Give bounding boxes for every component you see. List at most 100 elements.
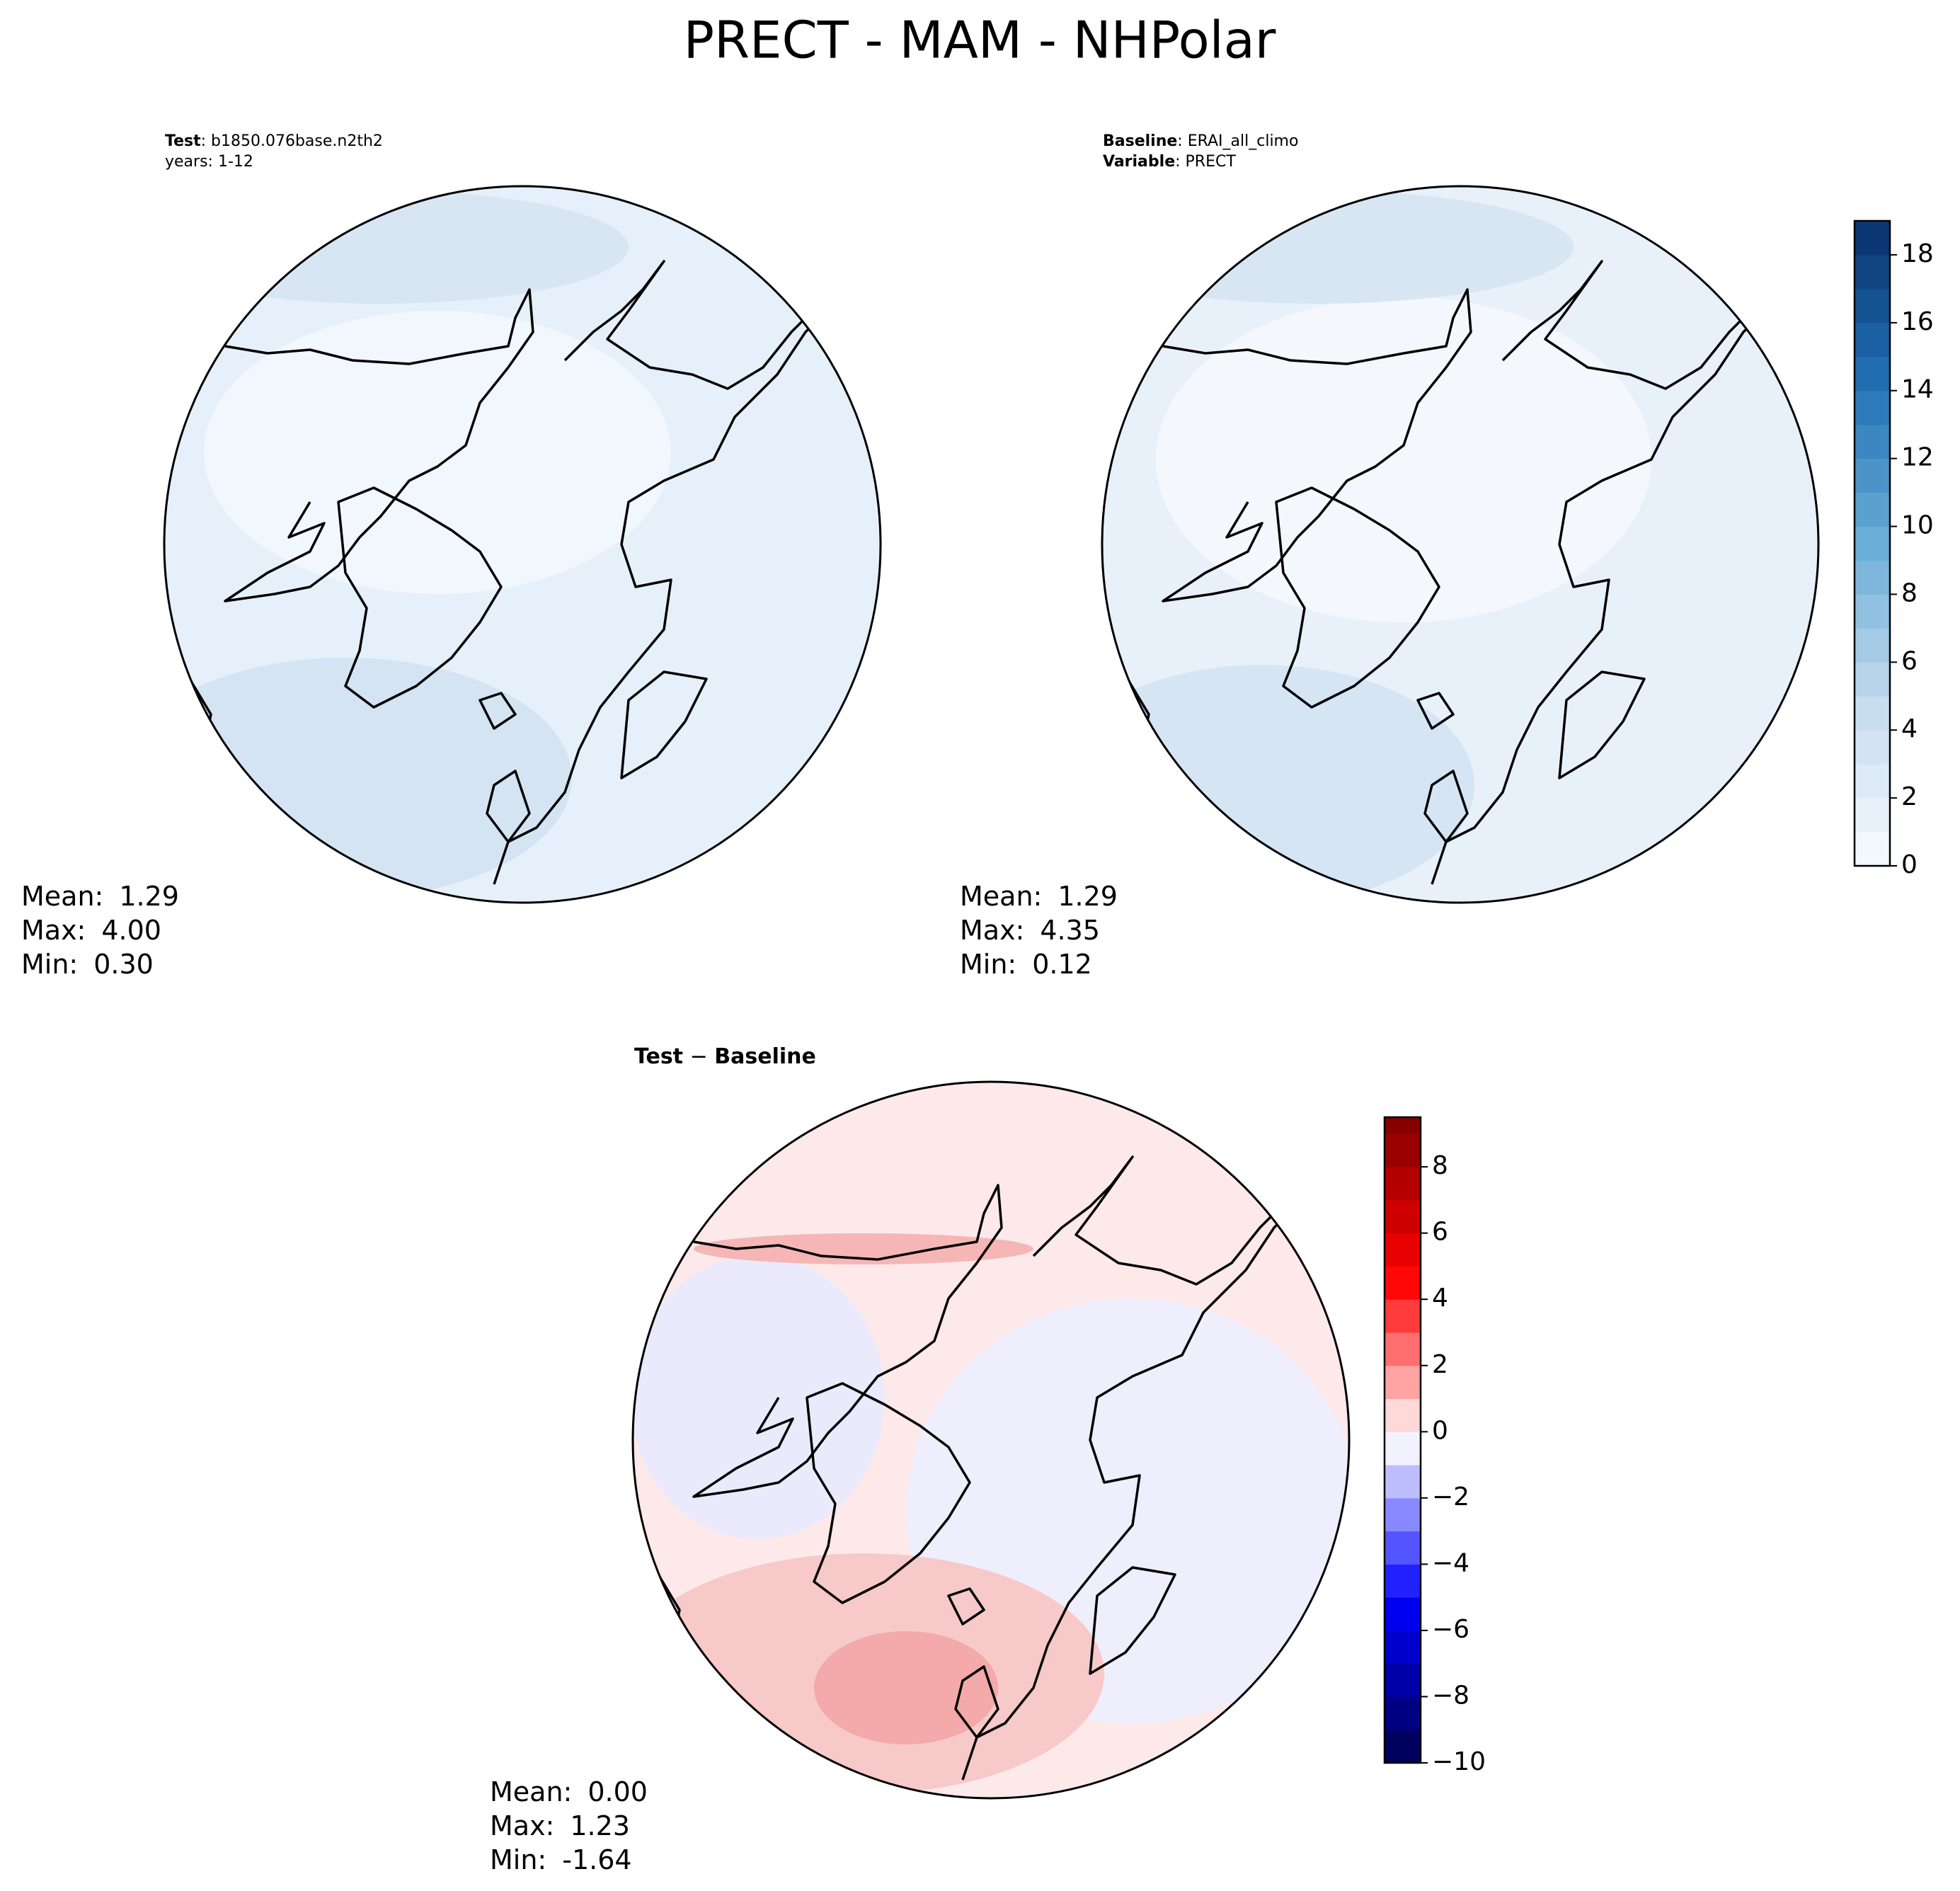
stat-label: Max: [21, 915, 86, 946]
label-text: years: 1-12 [165, 153, 253, 171]
stat-value: 0.30 [93, 949, 154, 980]
colorbar-tick-label: −8 [1432, 1681, 1469, 1710]
stat-value: -1.64 [562, 1844, 631, 1875]
colorbar-band [1385, 1531, 1421, 1565]
map-difference [631, 1080, 1351, 1800]
colorbar-band [1385, 1597, 1421, 1631]
colorbar-band [1385, 1432, 1421, 1466]
colorbar-tick-label: 10 [1901, 511, 1934, 540]
colorbar-band [1385, 1167, 1421, 1201]
stat: Mean: 0.00 [490, 1776, 648, 1807]
stat: Mean: 1.29 [21, 881, 179, 912]
colorbar-band [1855, 526, 1890, 561]
colorbar-tick-label: 6 [1901, 646, 1918, 675]
colorbar-tick-label: −6 [1432, 1615, 1469, 1644]
stat-label: Max: [960, 915, 1024, 946]
stat: Max: 1.23 [490, 1810, 630, 1841]
colorbar-band [1855, 594, 1890, 629]
colorbar-band [1855, 424, 1890, 459]
colorbar-band [1385, 1663, 1421, 1697]
stat: Min: 0.30 [21, 949, 154, 980]
colorbar-band [1385, 1199, 1421, 1234]
label-key: Variable [1103, 153, 1175, 171]
colorbar-band [1385, 1564, 1421, 1598]
label-text: : PRECT [1175, 153, 1236, 171]
colorbar-band [1385, 1299, 1421, 1333]
colorbar: 0 2 4 6 8 10 12 14 16 18 [1853, 219, 1934, 879]
colorbar-band [1855, 221, 1890, 256]
colorbar-tick-label: 16 [1901, 307, 1934, 336]
colorbar-tick-label: 4 [1432, 1284, 1448, 1313]
map-test [163, 185, 882, 904]
stat-label: Mean: [21, 881, 103, 912]
colorbar-band [1385, 1398, 1421, 1432]
colorbar: −10 −8 −6 −4 −2 0 2 4 6 8 [1383, 1116, 1486, 1776]
colorbar-band [1855, 560, 1890, 595]
colorbar-band [1385, 1233, 1421, 1267]
colorbar-band [1855, 764, 1890, 799]
stat-label: Min: [960, 949, 1016, 980]
stat-value: 1.29 [119, 881, 179, 912]
stat: Mean: 1.29 [960, 881, 1118, 912]
label-key: Baseline [714, 1044, 816, 1069]
colorbar-tick-label: −4 [1432, 1548, 1469, 1577]
colorbar-tick-label: 2 [1432, 1350, 1448, 1379]
map-baseline [1101, 185, 1820, 904]
colorbar-band [1385, 1332, 1421, 1366]
colorbar-band [1385, 1696, 1421, 1730]
colorbar-band [1855, 628, 1890, 663]
panel-label: Variable: PRECT [1103, 153, 1236, 171]
colorbar-frame [1853, 219, 1891, 867]
colorbar-tick-label: −10 [1432, 1747, 1486, 1776]
colorbar-tick-label: 18 [1901, 239, 1934, 268]
colorbar-tick-label: 8 [1432, 1151, 1448, 1180]
stat: Min: -1.64 [490, 1844, 632, 1875]
colorbar-tick-label: −2 [1432, 1482, 1469, 1512]
colorbar-frame [1383, 1116, 1422, 1764]
label-key: Test [165, 132, 201, 150]
label-key: Test [634, 1044, 683, 1069]
colorbar-band [1385, 1133, 1421, 1167]
stat-value: 4.00 [101, 915, 161, 946]
label-text: − [683, 1044, 714, 1069]
colorbar-tick-label: 4 [1901, 714, 1918, 743]
colorbar-band [1855, 696, 1890, 731]
label-key: Baseline [1103, 132, 1177, 150]
stat-value: 0.00 [588, 1776, 648, 1807]
stat-value: 1.29 [1058, 881, 1118, 912]
colorbar-band [1855, 356, 1890, 392]
colorbar-band [1855, 458, 1890, 493]
colorbar-band [1855, 390, 1890, 425]
panel-label: years: 1-12 [165, 153, 253, 171]
stat: Min: 0.12 [960, 949, 1092, 980]
panel-label: Test − Baseline [634, 1044, 816, 1069]
panel-label: Baseline: ERAI_all_climo [1103, 132, 1298, 150]
stat-label: Mean: [490, 1776, 572, 1807]
colorbar-band [1855, 254, 1890, 290]
stat-value: 0.12 [1032, 949, 1092, 980]
colorbar-band [1855, 288, 1890, 324]
colorbar-band [1855, 798, 1890, 833]
stat-label: Min: [490, 1844, 546, 1875]
colorbar-band [1385, 1465, 1421, 1499]
colorbar-tick-label: 0 [1901, 850, 1918, 879]
stat: Max: 4.35 [960, 915, 1100, 946]
stat-label: Min: [21, 949, 78, 980]
colorbar-band [1385, 1365, 1421, 1400]
colorbar-band [1385, 1497, 1421, 1532]
stat-value: 4.35 [1040, 915, 1100, 946]
stat-value: 1.23 [570, 1810, 630, 1841]
label-text: : ERAI_all_climo [1177, 132, 1298, 150]
colorbar-tick-label: 6 [1432, 1218, 1448, 1247]
colorbar-band [1385, 1730, 1421, 1764]
colorbar-band [1385, 1266, 1421, 1300]
colorbar-band [1855, 730, 1890, 765]
colorbar-tick-label: 8 [1901, 578, 1918, 607]
colorbar-band [1855, 832, 1890, 867]
colorbar-tick-label: 14 [1901, 375, 1934, 404]
colorbar-tick-label: 0 [1432, 1416, 1448, 1445]
colorbar-band [1855, 662, 1890, 697]
colorbar-band [1385, 1117, 1421, 1134]
stat-label: Mean: [960, 881, 1042, 912]
